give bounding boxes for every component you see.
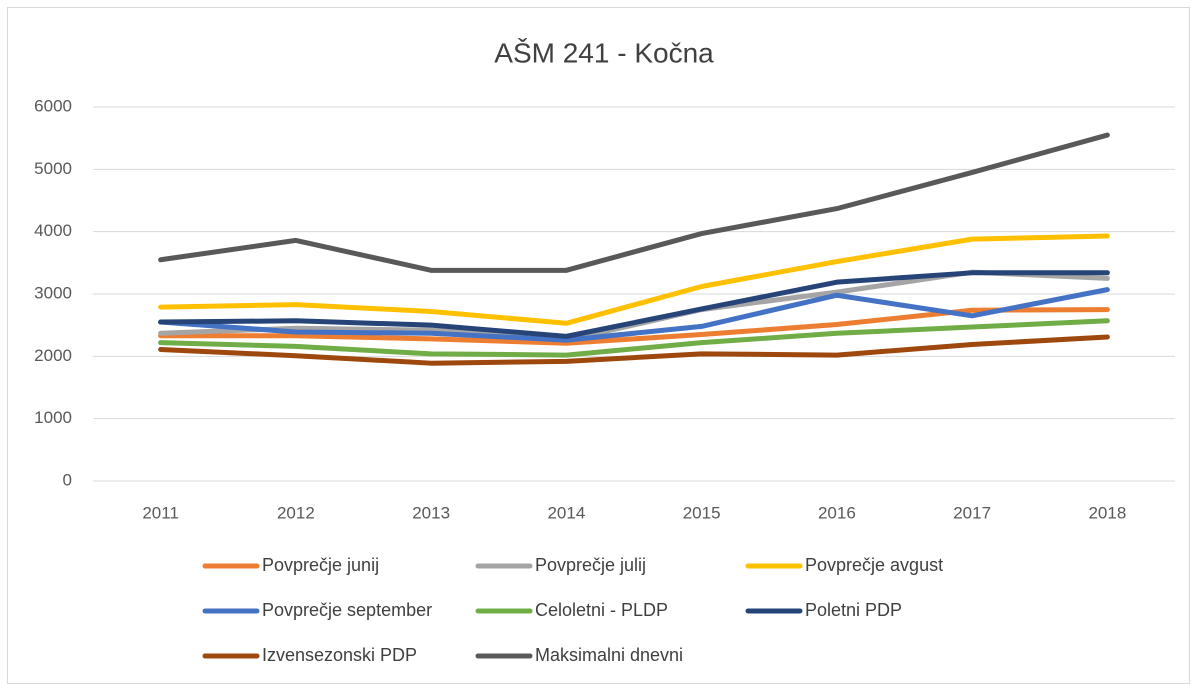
x-tick-label: 2018 — [1088, 503, 1126, 522]
y-tick-label: 3000 — [34, 283, 72, 302]
legend-label: Povprečje julij — [535, 555, 646, 575]
legend-label: Povprečje junij — [262, 555, 379, 575]
y-tick-label: 4000 — [34, 221, 72, 240]
series-line — [158, 270, 1110, 339]
series-line — [158, 287, 1110, 343]
series-line — [158, 233, 1110, 326]
y-tick-label: 1000 — [34, 408, 72, 427]
y-tick-label: 6000 — [34, 96, 72, 115]
legend-label: Povprečje september — [262, 600, 432, 620]
y-tick-label: 2000 — [34, 346, 72, 365]
x-tick-label: 2017 — [953, 503, 991, 522]
series-line — [158, 334, 1110, 366]
legend-label: Celoletni - PLDP — [535, 600, 668, 620]
x-tick-label: 2015 — [683, 503, 721, 522]
x-tick-label: 2014 — [547, 503, 585, 522]
x-tick-label: 2016 — [818, 503, 856, 522]
x-tick-label: 2013 — [412, 503, 450, 522]
chart-title: AŠM 241 - Kočna — [494, 37, 714, 68]
y-tick-label: 0 — [63, 470, 72, 489]
legend-label: Povprečje avgust — [805, 555, 943, 575]
legend-label: Maksimalni dnevni — [535, 645, 683, 665]
series-line — [158, 318, 1110, 358]
series-line — [158, 132, 1110, 273]
y-tick-label: 5000 — [34, 159, 72, 178]
x-tick-label: 2011 — [142, 503, 179, 522]
x-tick-label: 2012 — [277, 503, 315, 522]
legend-label: Poletni PDP — [805, 600, 902, 620]
legend-label: Izvensezonski PDP — [262, 645, 417, 665]
